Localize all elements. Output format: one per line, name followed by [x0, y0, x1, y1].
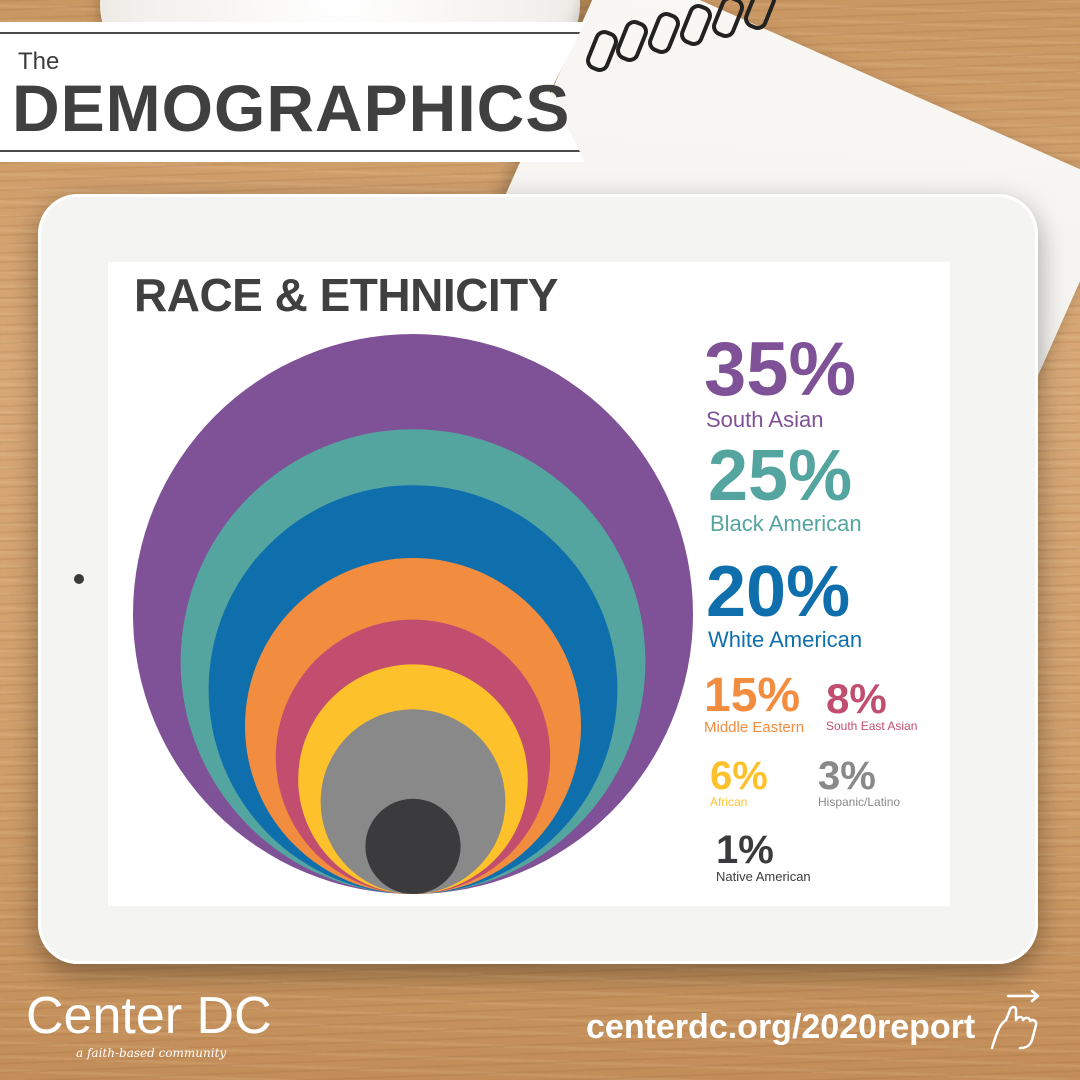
- value-label: 6%: [710, 754, 768, 798]
- label-white-american: 20% White American: [706, 556, 862, 652]
- label-african: 6% African: [710, 756, 768, 809]
- circle-native-american: [365, 798, 461, 895]
- tablet: RACE & ETHNICITY 35% South Asian 25% Bla…: [38, 194, 1038, 964]
- label-middle-eastern: 15% Middle Eastern: [704, 672, 804, 737]
- banner-big-title: DEMOGRAPHICS: [12, 71, 571, 145]
- value-label: 8%: [826, 675, 887, 722]
- category-label: African: [710, 795, 748, 809]
- chart-screen: RACE & ETHNICITY 35% South Asian 25% Bla…: [108, 262, 950, 906]
- label-hispanic-latino: 3% Hispanic/Latino: [818, 756, 900, 809]
- value-label: 25%: [708, 436, 853, 516]
- brand-tagline: a faith-based community: [76, 1046, 227, 1060]
- label-south-east-asian: 8% South East Asian: [826, 678, 917, 733]
- value-label: 35%: [704, 327, 857, 412]
- label-south-asian: 35% South Asian: [704, 332, 856, 432]
- pointing-hand-icon: [990, 990, 1040, 1050]
- banner-ribbon: [0, 22, 585, 162]
- camera-dot: [74, 574, 84, 584]
- chart-title: RACE & ETHNICITY: [134, 269, 558, 321]
- label-native-american: 1% Native American: [716, 830, 811, 884]
- category-label: Hispanic/Latino: [818, 795, 901, 809]
- category-label: White American: [708, 627, 863, 652]
- category-label: Native American: [716, 869, 811, 884]
- report-url-link[interactable]: centerdc.org/2020report: [586, 1008, 976, 1046]
- category-label: Black American: [710, 511, 862, 536]
- nested-circle-chart: [133, 334, 693, 895]
- value-label: 20%: [706, 552, 851, 632]
- banner-small-title: The: [18, 48, 60, 75]
- value-label: 1%: [716, 828, 774, 872]
- value-label: 15%: [704, 669, 801, 722]
- category-label: South Asian: [706, 407, 824, 432]
- category-label: South East Asian: [826, 719, 918, 733]
- category-label: Middle Eastern: [704, 719, 805, 736]
- value-label: 3%: [818, 754, 876, 798]
- label-black-american: 25% Black American: [708, 440, 862, 536]
- brand-logo-text: Center DC: [26, 987, 272, 1045]
